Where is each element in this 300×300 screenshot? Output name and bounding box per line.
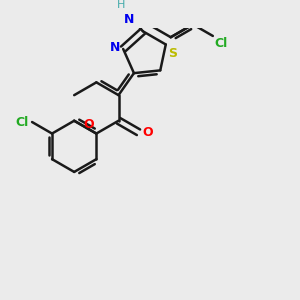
Text: N: N [124,13,134,26]
Text: O: O [83,118,94,131]
Text: H: H [117,0,125,10]
Text: S: S [168,46,177,60]
Text: O: O [142,126,153,139]
Text: Cl: Cl [214,37,227,50]
Text: Cl: Cl [15,116,28,128]
Text: N: N [110,41,121,54]
